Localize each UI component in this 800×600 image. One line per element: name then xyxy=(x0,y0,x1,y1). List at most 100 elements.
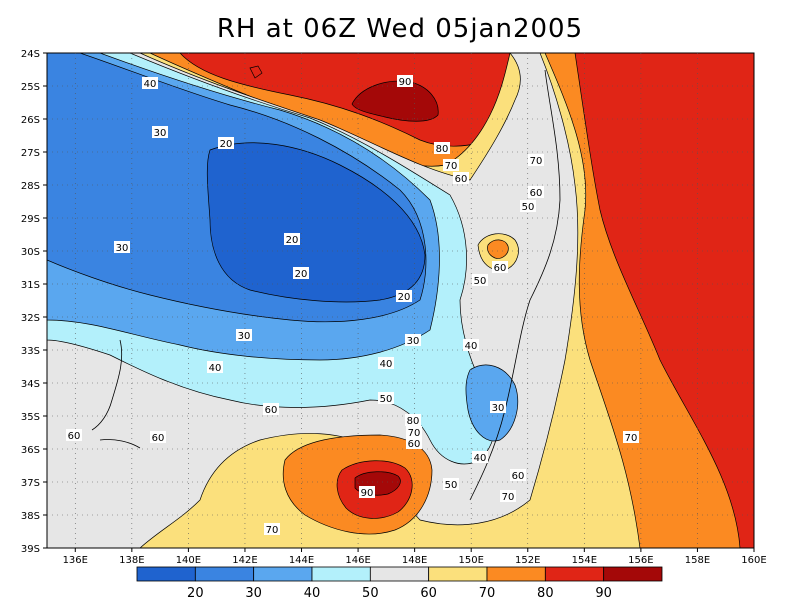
y-tick-label: 28S xyxy=(21,181,40,192)
svg-text:50: 50 xyxy=(380,394,393,405)
svg-text:60: 60 xyxy=(494,263,507,274)
region-lt20 xyxy=(206,142,426,303)
y-tick-label: 27S xyxy=(21,148,40,159)
contour-label: 70 xyxy=(500,490,516,503)
svg-text:50: 50 xyxy=(445,480,458,491)
y-tick-label: 30S xyxy=(21,247,40,258)
contour-label: 40 xyxy=(207,361,223,374)
y-tick-label: 33S xyxy=(21,346,40,357)
svg-text:40: 40 xyxy=(465,341,478,352)
x-tick-label: 138E xyxy=(119,555,144,566)
x-tick-label: 148E xyxy=(402,555,427,566)
svg-text:20: 20 xyxy=(295,269,308,280)
svg-text:30: 30 xyxy=(154,128,167,139)
svg-text:70: 70 xyxy=(502,492,515,503)
svg-text:50: 50 xyxy=(474,276,487,287)
contour-label: 20 xyxy=(218,137,234,150)
colorbar-swatch xyxy=(311,566,371,582)
contour-label: 20 xyxy=(284,233,300,246)
contour-label: 50 xyxy=(443,478,459,491)
y-tick-label: 26S xyxy=(21,115,40,126)
contour-label: 60 xyxy=(492,261,508,274)
svg-text:20: 20 xyxy=(220,139,233,150)
y-tick-label: 32S xyxy=(21,313,40,324)
svg-text:90: 90 xyxy=(361,488,374,499)
svg-text:60: 60 xyxy=(408,439,421,450)
x-tick-label: 136E xyxy=(63,555,88,566)
svg-text:40: 40 xyxy=(144,79,157,90)
svg-text:30: 30 xyxy=(116,243,129,254)
contour-label: 50 xyxy=(472,274,488,287)
x-tick-label: 150E xyxy=(458,555,483,566)
colorbar-label: 60 xyxy=(420,586,437,600)
contour-label: 60 xyxy=(406,437,422,450)
x-tick-label: 152E xyxy=(515,555,540,566)
colorbar-label: 20 xyxy=(187,586,204,600)
y-tick-label: 36S xyxy=(21,445,40,456)
svg-text:70: 70 xyxy=(530,156,543,167)
y-tick-label: 29S xyxy=(21,214,40,225)
y-tick-label: 25S xyxy=(21,82,40,93)
contour-label: 30 xyxy=(490,401,506,414)
colorbar-swatch xyxy=(486,566,546,582)
contour-label: 40 xyxy=(463,339,479,352)
chart-title: RH at 06Z Wed 05jan2005 xyxy=(216,14,584,44)
colorbar-swatch xyxy=(194,566,255,582)
region-90-north xyxy=(351,80,439,122)
y-tick-label: 37S xyxy=(21,478,40,489)
svg-text:70: 70 xyxy=(625,433,638,444)
colorbar-swatch xyxy=(603,566,663,582)
contour-label: 80 xyxy=(405,414,421,427)
colorbar-swatch xyxy=(428,566,488,582)
contour-label: 70 xyxy=(528,154,544,167)
contour-label: 60 xyxy=(263,403,279,416)
contour-label: 60 xyxy=(150,431,166,444)
contour-label: 30 xyxy=(152,126,168,139)
x-tick-label: 160E xyxy=(741,555,766,566)
svg-text:60: 60 xyxy=(530,188,543,199)
svg-text:70: 70 xyxy=(266,525,279,536)
svg-text:60: 60 xyxy=(265,405,278,416)
contour-label: 40 xyxy=(378,357,394,370)
y-axis: 24S 25S 26S 27S 28S 29S 30S 31S 32S 33S 34S 35S 36S 3… xyxy=(21,49,47,555)
svg-text:80: 80 xyxy=(407,416,420,427)
x-tick-label: 146E xyxy=(345,555,370,566)
contour-label: 30 xyxy=(114,241,130,254)
svg-text:60: 60 xyxy=(68,431,81,442)
contour-label: 60 xyxy=(510,469,526,482)
svg-text:50: 50 xyxy=(522,202,535,213)
contour-label: 40 xyxy=(472,451,488,464)
x-axis: 136E 138E 140E 142E 144E 146E 148E 150E 152E 154E… xyxy=(63,548,767,566)
colorbar-swatch xyxy=(369,566,430,582)
x-tick-label: 142E xyxy=(232,555,257,566)
svg-text:70: 70 xyxy=(445,161,458,172)
svg-text:60: 60 xyxy=(152,433,165,444)
svg-text:30: 30 xyxy=(407,336,420,347)
contour-label: 20 xyxy=(293,267,309,280)
contour-label: 60 xyxy=(453,172,469,185)
colorbar-swatch xyxy=(136,566,196,582)
contour-label: 50 xyxy=(378,392,394,405)
region-80-east xyxy=(574,53,754,548)
colorbar-label: 30 xyxy=(245,586,262,600)
contour-label: 90 xyxy=(359,486,375,499)
region-70-cell xyxy=(487,239,509,259)
x-tick-label: 154E xyxy=(572,555,597,566)
contour-label: 20 xyxy=(396,290,412,303)
svg-text:40: 40 xyxy=(474,453,487,464)
contour-label: 80 xyxy=(434,142,450,155)
svg-text:60: 60 xyxy=(512,471,525,482)
contour-label: 30 xyxy=(405,334,421,347)
y-tick-label: 38S xyxy=(21,511,40,522)
contour-label: 90 xyxy=(397,75,413,88)
svg-text:20: 20 xyxy=(398,292,411,303)
svg-text:70: 70 xyxy=(408,428,421,439)
colorbar-label: 50 xyxy=(362,586,379,600)
x-tick-label: 140E xyxy=(176,555,201,566)
svg-text:20: 20 xyxy=(286,235,299,246)
colorbar: 20 30 40 50 60 70 80 90 xyxy=(136,566,663,600)
y-tick-label: 24S xyxy=(21,49,40,60)
contour-label: 70 xyxy=(443,159,459,172)
svg-text:80: 80 xyxy=(436,144,449,155)
